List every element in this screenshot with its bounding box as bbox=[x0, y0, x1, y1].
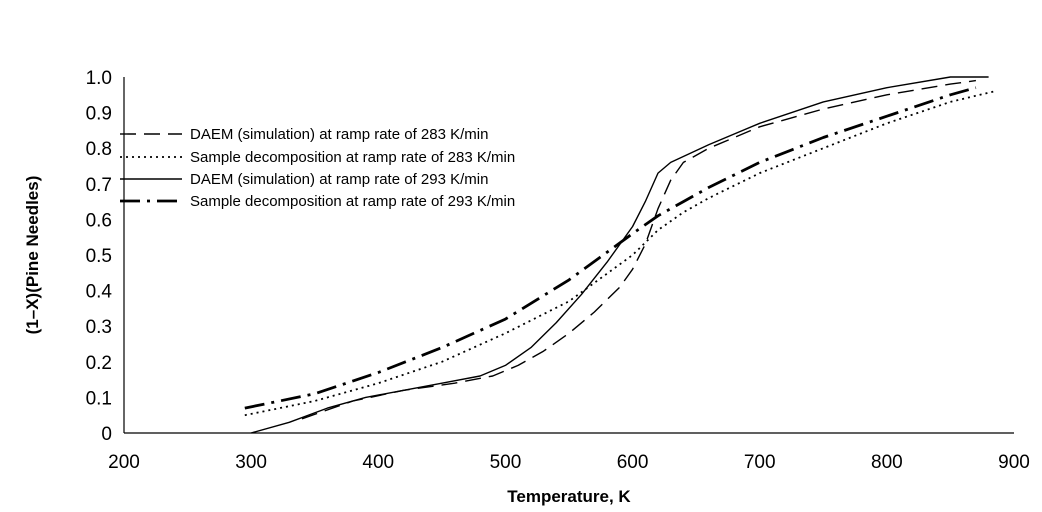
x-tick-label: 800 bbox=[871, 452, 903, 473]
x-tick-label: 500 bbox=[490, 452, 522, 473]
x-tick-label: 300 bbox=[235, 452, 267, 473]
y-tick-label: 0 bbox=[101, 424, 112, 445]
series-line-4 bbox=[244, 86, 977, 410]
y-tick-label: 0.2 bbox=[86, 353, 112, 374]
x-axis: 200 300 400 500 600 700 800 900 bbox=[108, 432, 1030, 473]
y-tick-label: 0.5 bbox=[86, 246, 112, 267]
y-tick-label: 0.9 bbox=[86, 104, 112, 125]
series-lines bbox=[244, 76, 996, 434]
x-tick-label: 600 bbox=[617, 452, 649, 473]
series-line-1 bbox=[301, 79, 976, 420]
y-tick-label: 0.1 bbox=[86, 388, 112, 409]
y-axis-title: (1–X)(Pine Needles) bbox=[23, 176, 42, 335]
y-tick-label: 0.7 bbox=[86, 175, 112, 196]
x-tick-labels: 200 300 400 500 600 700 800 900 bbox=[108, 452, 1030, 473]
legend-label-2: Sample decomposition at ramp rate of 283… bbox=[190, 149, 515, 166]
y-tick-label: 0.3 bbox=[86, 317, 112, 338]
x-axis-title: Temperature, K bbox=[507, 487, 631, 506]
series-line-3 bbox=[250, 76, 989, 434]
series-line-2 bbox=[244, 90, 996, 417]
y-axis: 0 0.1 0.2 0.3 0.4 0.5 0.6 0.7 0.8 0.9 1.0 bbox=[86, 68, 125, 445]
x-tick-label: 900 bbox=[998, 452, 1030, 473]
y-tick-label: 1.0 bbox=[86, 68, 112, 89]
legend-label-1: DAEM (simulation) at ramp rate of 283 K/… bbox=[190, 126, 488, 143]
legend-label-4: Sample decomposition at ramp rate of 293… bbox=[190, 193, 515, 210]
x-tick-label: 200 bbox=[108, 452, 140, 473]
y-tick-label: 0.8 bbox=[86, 139, 112, 160]
y-tick-label: 0.4 bbox=[86, 282, 113, 303]
x-tick-label: 400 bbox=[362, 452, 394, 473]
legend-label-3: DAEM (simulation) at ramp rate of 293 K/… bbox=[190, 171, 488, 188]
x-tick-label: 700 bbox=[744, 452, 776, 473]
legend: DAEM (simulation) at ramp rate of 283 K/… bbox=[120, 126, 515, 210]
y-tick-labels: 0 0.1 0.2 0.3 0.4 0.5 0.6 0.7 0.8 0.9 1.0 bbox=[86, 68, 113, 445]
y-tick-label: 0.6 bbox=[86, 210, 112, 231]
